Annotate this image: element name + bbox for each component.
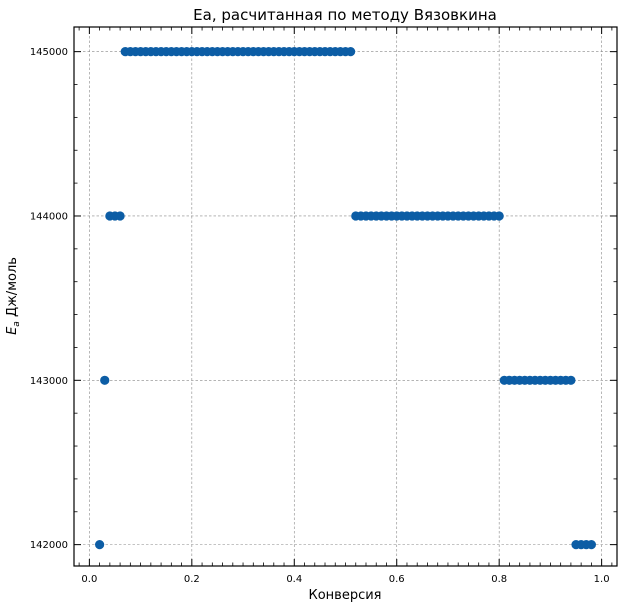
x-tick-label: 0.2: [184, 574, 200, 585]
data-point: [95, 540, 105, 550]
data-point: [566, 375, 576, 385]
data-point: [100, 375, 110, 385]
y-axis-label: Ea Дж/моль: [5, 257, 22, 335]
data-point: [494, 211, 504, 221]
y-tick-label: 143000: [30, 376, 68, 387]
y-axis-label-unit: Дж/моль: [5, 257, 20, 321]
chart-title: Ea, расчитанная по методу Вязовкина: [193, 6, 497, 24]
y-tick-label: 145000: [30, 47, 68, 58]
y-tick-label: 142000: [30, 540, 68, 551]
data-point: [346, 47, 356, 57]
x-tick-label: 1.0: [594, 574, 610, 585]
x-tick-label: 0.0: [81, 574, 97, 585]
x-axis-label: Конверсия: [308, 588, 381, 603]
data-points: [95, 47, 596, 550]
x-tick-label: 0.8: [491, 574, 507, 585]
data-point: [586, 540, 596, 550]
axis-ticks: [74, 27, 617, 566]
y-tick-label: 144000: [30, 211, 68, 222]
y-axis-label-symbol: E: [5, 326, 20, 335]
data-point: [115, 211, 125, 221]
tick-labels: 0.0 0.2 0.4 0.6 0.8 1.0 142000 143000 144000 1450…: [30, 47, 610, 585]
x-tick-label: 0.4: [286, 574, 302, 585]
x-tick-label: 0.6: [389, 574, 405, 585]
y-axis-label-subscript: a: [12, 321, 22, 327]
